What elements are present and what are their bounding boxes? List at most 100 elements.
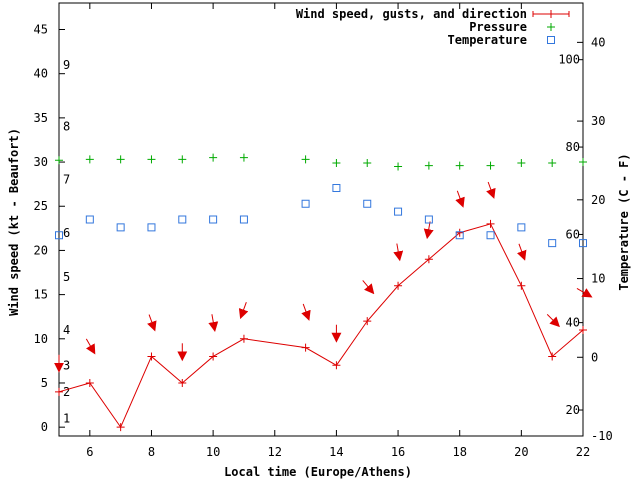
y-left-tick-label: 20: [34, 243, 48, 257]
legend-marker: [547, 36, 555, 44]
wind-direction-arrow: [393, 243, 404, 262]
wind-speed-point: [209, 352, 218, 361]
beaufort-tick-label: 1: [63, 411, 70, 425]
temperature-point: [424, 215, 433, 224]
y-axis-left-label: Wind speed (kt - Beaufort): [7, 128, 21, 316]
x-tick-label: 20: [514, 445, 528, 459]
wind-speed-point: [301, 343, 310, 352]
plot-border: [58, 2, 584, 437]
fahrenheit-labels: 20 40 60 80 100: [558, 53, 580, 417]
fahrenheit-tick-label: 20: [566, 403, 580, 417]
wind-direction-arrow: [362, 280, 375, 295]
x-tick-label: 10: [206, 445, 220, 459]
series-layer: [54, 153, 593, 432]
wind-direction-arrow: [486, 181, 496, 199]
y-right-tick-label: 20: [591, 193, 605, 207]
pressure-point: [209, 153, 218, 162]
beaufort-tick-label: 3: [63, 358, 70, 372]
beaufort-tick-label: 6: [63, 226, 70, 240]
pressure-point: [178, 155, 187, 164]
temperature-point: [239, 215, 248, 224]
fahrenheit-tick-label: 100: [558, 53, 580, 67]
beaufort-tick-label: 4: [63, 323, 70, 337]
y-left-tick-label: 5: [41, 376, 48, 390]
x-tick-label: 14: [329, 445, 343, 459]
fahrenheit-tick-label: 80: [566, 140, 580, 154]
pressure-point: [332, 158, 341, 167]
x-tick-label: 12: [268, 445, 282, 459]
temperature-point: [301, 199, 310, 208]
x-tick-label: 16: [391, 445, 405, 459]
series-temperature: [55, 184, 587, 248]
legend-marker: [547, 10, 555, 18]
beaufort-tick-label: 9: [63, 58, 70, 72]
x-tick-label: 6: [86, 445, 93, 459]
y-right-tick-label: 10: [591, 272, 605, 286]
legend-label: Wind speed, gusts, and direction: [296, 7, 527, 21]
legend-label: Temperature: [448, 33, 527, 47]
temperature-point: [85, 215, 94, 224]
pressure-point: [486, 161, 495, 170]
wind-direction-arrow: [423, 221, 434, 240]
pressure-point: [394, 162, 403, 171]
fahrenheit-tick-label: 60: [566, 227, 580, 241]
temperature-point: [363, 199, 372, 208]
fahrenheit-tick-label: 40: [566, 316, 580, 330]
wind-direction-arrow: [546, 314, 560, 328]
wind-speed-point: [178, 378, 187, 387]
y-right-tick-labels: -10 0 10 20 30 40: [591, 35, 613, 443]
series-wind-speed-gusts-and-direction: [54, 181, 593, 432]
temperature-point: [116, 223, 125, 232]
x-tick-label: 18: [452, 445, 466, 459]
legend-marker: [547, 23, 555, 31]
beaufort-tick-label: 2: [63, 385, 70, 399]
temperature-point: [209, 215, 218, 224]
y-left-tick-label: 0: [41, 420, 48, 434]
wind-direction-arrow: [455, 190, 465, 208]
x-axis-label: Local time (Europe/Athens): [224, 465, 412, 479]
beaufort-tick-label: 8: [63, 120, 70, 134]
temperature-point: [332, 184, 341, 193]
wind-direction-arrow: [301, 303, 311, 321]
beaufort-tick-label: 5: [63, 270, 70, 284]
temperature-point: [486, 231, 495, 240]
wind-speed-point: [394, 281, 403, 290]
pressure-point: [579, 158, 587, 167]
wind-speed-point: [55, 387, 63, 396]
wind-speed-point: [517, 281, 526, 290]
pressure-point: [363, 158, 372, 167]
wind-speed-point: [85, 378, 94, 387]
temperature-point: [455, 231, 464, 240]
beaufort-tick-label: 7: [63, 173, 70, 187]
pressure-point: [147, 155, 156, 164]
temperature-point: [147, 223, 156, 232]
x-tick-labels: 6 8 10 12 14 16 18 20 22: [86, 445, 590, 459]
wind-speed-point: [363, 317, 372, 326]
temperature-point: [517, 223, 526, 232]
wind-speed-line: [58, 223, 584, 429]
y-left-tick-labels: 0 5 10 15 20 25 30 35 40 45: [34, 23, 48, 435]
y-left-tick-label: 15: [34, 288, 48, 302]
temperature-point: [55, 231, 63, 240]
beaufort-labels: 1 2 3 4 5 6 7 8 9: [63, 58, 70, 425]
wind-speed-point: [239, 334, 248, 343]
wind-speed-point: [424, 255, 433, 264]
legend: Wind speed, gusts, and directionPressure…: [296, 7, 570, 47]
y-left-tick-label: 45: [34, 23, 48, 37]
temperature-point: [178, 215, 187, 224]
pressure-point: [301, 155, 310, 164]
temperature-point: [548, 239, 557, 248]
wind-direction-arrow: [576, 288, 593, 298]
y-left-tick-label: 25: [34, 199, 48, 213]
pressure-point: [455, 161, 464, 170]
x-tick-label: 22: [576, 445, 590, 459]
temperature-point: [579, 239, 587, 248]
y-left-tick-label: 40: [34, 67, 48, 81]
plot-frame: [58, 2, 584, 437]
series-pressure: [55, 153, 587, 171]
y-right-tick-label: 30: [591, 114, 605, 128]
wind-speed-point: [116, 423, 125, 432]
temperature-point: [394, 207, 403, 216]
wind-speed-point: [486, 219, 495, 228]
y-left-tick-label: 35: [34, 111, 48, 125]
